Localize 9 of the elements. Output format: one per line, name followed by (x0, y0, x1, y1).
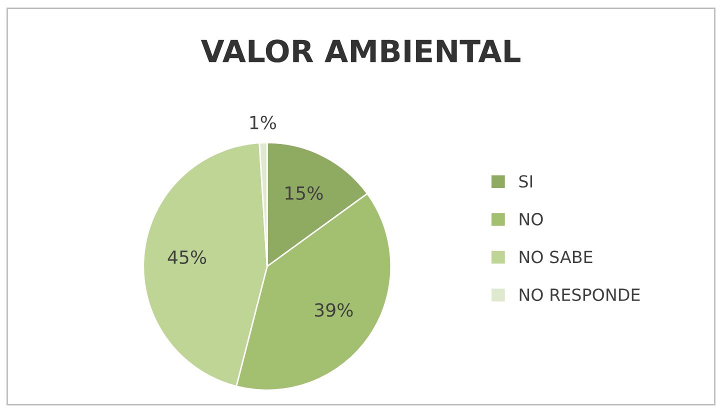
data-label: 1% (250, 116, 276, 130)
data-label: 39% (314, 303, 353, 317)
legend-label: NO SABE (520, 250, 592, 264)
chart-title: VALOR AMBIENTAL (200, 39, 520, 63)
data-label: 15% (286, 186, 323, 200)
legend-label: NO (520, 212, 543, 226)
data-label: 45% (168, 250, 206, 264)
legend-label: SI (519, 175, 532, 188)
legend-label: NO RESPONDE (520, 288, 640, 302)
